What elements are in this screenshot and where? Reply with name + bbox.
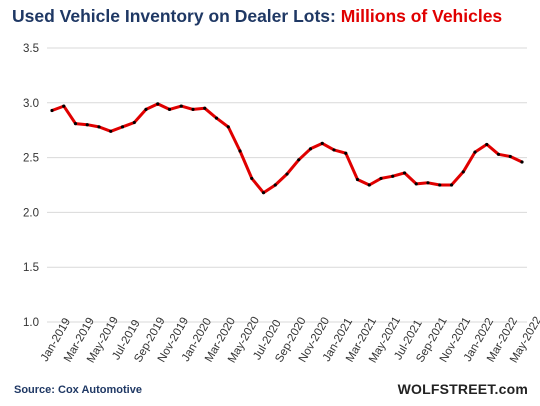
data-point <box>308 147 313 151</box>
data-point <box>203 106 207 110</box>
data-point <box>355 177 360 182</box>
data-point <box>261 191 266 195</box>
brand-logo: WOLFSTREET.com <box>397 381 528 397</box>
data-point <box>179 104 183 108</box>
data-point <box>250 176 254 181</box>
series-layer <box>50 102 524 195</box>
data-point <box>320 141 324 145</box>
data-point <box>508 154 512 159</box>
chart-title: Used Vehicle Inventory on Dealer Lots: M… <box>12 6 502 27</box>
source-note: Source: Cox Automotive <box>14 384 142 396</box>
data-point <box>391 174 395 178</box>
data-point <box>144 107 148 111</box>
y-tick-label: 1.0 <box>23 317 39 329</box>
data-point <box>109 129 113 133</box>
series-line <box>50 102 524 195</box>
chart-title-highlight: Millions of Vehicles <box>340 6 503 26</box>
data-point <box>85 123 89 127</box>
data-point <box>367 183 371 187</box>
y-tick-label: 3.5 <box>23 43 39 55</box>
data-point <box>273 183 277 187</box>
data-point <box>62 104 66 108</box>
data-point <box>344 151 348 155</box>
data-point <box>402 171 407 175</box>
data-point <box>285 172 289 176</box>
data-point <box>473 150 477 154</box>
data-point <box>379 176 383 181</box>
data-point <box>120 125 125 129</box>
gridlines <box>47 47 527 323</box>
data-point <box>156 102 160 106</box>
data-point <box>332 148 336 152</box>
data-point <box>167 107 172 111</box>
y-tick-label: 1.5 <box>23 262 39 274</box>
data-point <box>438 183 442 187</box>
chart-title-main: Used Vehicle Inventory on Dealer Lots: <box>12 6 336 26</box>
data-point <box>461 170 465 174</box>
y-axis-ticks: 1.0 1.5 2.0 2.5 3.0 3.5 <box>23 43 39 329</box>
y-tick-label: 3.0 <box>23 98 39 110</box>
data-point <box>520 160 524 164</box>
data-point <box>414 182 418 186</box>
data-point <box>226 125 230 129</box>
data-point <box>238 149 242 153</box>
data-point <box>97 125 101 129</box>
data-point <box>73 122 78 126</box>
y-tick-label: 2.5 <box>23 153 39 165</box>
data-point <box>426 181 430 185</box>
data-point <box>485 142 489 147</box>
y-tick-label: 2.0 <box>23 207 39 219</box>
data-point <box>191 107 195 111</box>
data-point <box>449 183 454 187</box>
data-point <box>496 152 501 156</box>
data-point <box>132 120 136 125</box>
data-point <box>214 116 219 120</box>
data-point <box>50 108 54 113</box>
data-point <box>297 158 301 162</box>
